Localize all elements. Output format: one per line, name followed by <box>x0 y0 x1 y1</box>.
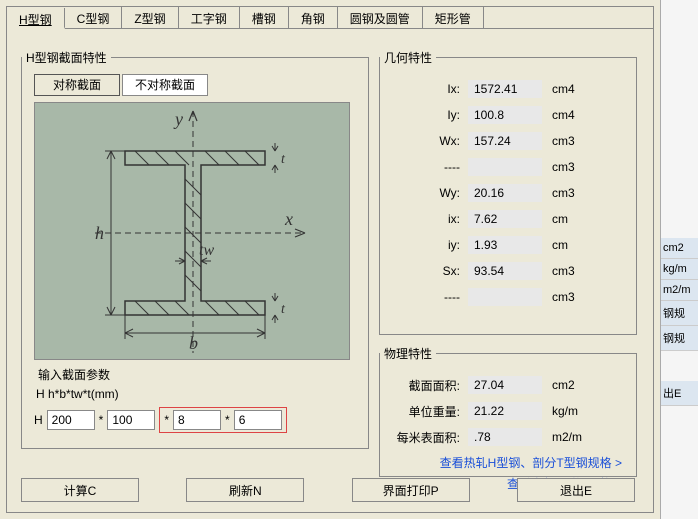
geo-row: Iy:100.8cm4 <box>380 102 636 128</box>
tab-round-steel[interactable]: 圆钢及圆管 <box>338 7 423 28</box>
geo-unit: cm <box>542 212 568 226</box>
geo-label: ---- <box>380 290 468 304</box>
geo-unit: cm3 <box>542 134 575 148</box>
peek-1: kg/m <box>661 259 698 280</box>
tab-z-steel[interactable]: Z型钢 <box>122 7 178 28</box>
tab-i-steel[interactable]: 工字钢 <box>179 7 240 28</box>
print-button[interactable]: 界面打印P <box>352 478 470 502</box>
svg-text:t: t <box>281 302 286 317</box>
geo-unit: cm4 <box>542 108 575 122</box>
svg-text:t: t <box>281 152 286 167</box>
label-h: H <box>34 413 43 427</box>
geo-row: Wy:20.16cm3 <box>380 180 636 206</box>
geo-unit: cm3 <box>542 290 575 304</box>
calculate-button[interactable]: 计算C <box>21 478 139 502</box>
geo-label: Iy: <box>380 108 468 122</box>
geo-value: 93.54 <box>468 262 542 280</box>
phys-value: 27.04 <box>468 376 542 394</box>
geo-label: Sx: <box>380 264 468 278</box>
geo-row: Sx:93.54cm3 <box>380 258 636 284</box>
peek-2: m2/m <box>661 280 698 301</box>
geo-unit: cm3 <box>542 264 575 278</box>
geo-row: ---- cm3 <box>380 154 636 180</box>
phys-label: 每米表面积: <box>380 429 468 446</box>
geo-label: Wy: <box>380 186 468 200</box>
highlighted-inputs: * * <box>159 407 286 433</box>
phys-row: 截面面积:27.04cm2 <box>380 372 636 398</box>
geo-value: 1572.41 <box>468 80 542 98</box>
phys-row: 每米表面积:.78m2/m <box>380 424 636 450</box>
svg-text:b: b <box>189 333 198 353</box>
phys-legend: 物理特性 <box>380 345 436 362</box>
geo-row: ix:7.62cm <box>380 206 636 232</box>
link-hot-rolled-spec[interactable]: 查看热轧H型钢、剖分T型钢规格 > <box>440 456 622 470</box>
tab-content: H型钢截面特性 对称截面 不对称截面 y x <box>7 29 653 512</box>
geo-label: Wx: <box>380 134 468 148</box>
geo-row: iy:1.93cm <box>380 232 636 258</box>
phys-value: .78 <box>468 428 542 446</box>
exit-button[interactable]: 退出E <box>517 478 635 502</box>
params-legend: 输入截面参数 <box>34 366 114 383</box>
geo-value: 7.62 <box>468 210 542 228</box>
svg-text:h: h <box>95 223 104 243</box>
tab-channel-steel[interactable]: 槽钢 <box>240 7 289 28</box>
group-section-legend: H型钢截面特性 <box>22 49 111 66</box>
geo-value <box>468 158 542 176</box>
geo-row: ---- cm3 <box>380 284 636 310</box>
side-peek: cm2 kg/m m2/m 钢规 钢规 出E <box>660 0 698 519</box>
geo-row: Wx:157.24cm3 <box>380 128 636 154</box>
geo-label: Ix: <box>380 82 468 96</box>
geo-unit: cm3 <box>542 160 575 174</box>
phys-unit: m2/m <box>542 430 582 444</box>
asymmetric-section-button[interactable]: 不对称截面 <box>122 74 208 96</box>
geo-unit: cm4 <box>542 82 575 96</box>
group-physical: 物理特性 截面面积:27.04cm2单位重量:21.22kg/m每米表面积:.7… <box>379 345 637 477</box>
peek-5: 出E <box>661 381 698 406</box>
group-input-params: 输入截面参数 H h*b*tw*t(mm) H * * * <box>34 366 287 433</box>
geo-label: ---- <box>380 160 468 174</box>
peek-3: 钢规 <box>661 301 698 326</box>
sep-1: * <box>99 413 104 427</box>
geo-value: 100.8 <box>468 106 542 124</box>
phys-label: 截面面积: <box>380 377 468 394</box>
phys-unit: kg/m <box>542 404 578 418</box>
geo-value: 1.93 <box>468 236 542 254</box>
geo-unit: cm3 <box>542 186 575 200</box>
input-tw[interactable] <box>173 410 221 430</box>
group-geometry: 几何特性 Ix:1572.41cm4Iy:100.8cm4Wx:157.24cm… <box>379 49 637 335</box>
peek-0: cm2 <box>661 238 698 259</box>
geo-legend: 几何特性 <box>380 49 436 66</box>
input-t[interactable] <box>234 410 282 430</box>
geo-label: ix: <box>380 212 468 226</box>
phys-value: 21.22 <box>468 402 542 420</box>
geo-value: 20.16 <box>468 184 542 202</box>
tab-c-steel[interactable]: C型钢 <box>65 7 123 28</box>
sep-2: * <box>164 413 169 427</box>
tab-rect-tube[interactable]: 矩形管 <box>423 7 484 28</box>
svg-text:tw: tw <box>199 242 214 259</box>
geo-unit: cm <box>542 238 568 252</box>
peek-4: 钢规 <box>661 326 698 351</box>
svg-text:y: y <box>173 109 183 129</box>
tab-bar: H型钢 C型钢 Z型钢 工字钢 槽钢 角钢 圆钢及圆管 矩形管 <box>7 7 653 29</box>
h-section-svg: y x h <box>35 103 351 361</box>
refresh-button[interactable]: 刷新N <box>186 478 304 502</box>
phys-unit: cm2 <box>542 378 575 392</box>
section-diagram: y x h <box>34 102 350 360</box>
group-section-props: H型钢截面特性 对称截面 不对称截面 y x <box>21 49 369 449</box>
geo-label: iy: <box>380 238 468 252</box>
geo-value <box>468 288 542 306</box>
svg-text:x: x <box>284 209 293 229</box>
tab-h-steel[interactable]: H型钢 <box>7 8 65 29</box>
input-b[interactable] <box>107 410 155 430</box>
symmetric-section-button[interactable]: 对称截面 <box>34 74 120 96</box>
sep-3: * <box>225 413 230 427</box>
geo-value: 157.24 <box>468 132 542 150</box>
tab-angle-steel[interactable]: 角钢 <box>289 7 338 28</box>
input-h[interactable] <box>47 410 95 430</box>
phys-row: 单位重量:21.22kg/m <box>380 398 636 424</box>
phys-label: 单位重量: <box>380 403 468 420</box>
params-formula: H h*b*tw*t(mm) <box>36 387 287 401</box>
geo-row: Ix:1572.41cm4 <box>380 76 636 102</box>
